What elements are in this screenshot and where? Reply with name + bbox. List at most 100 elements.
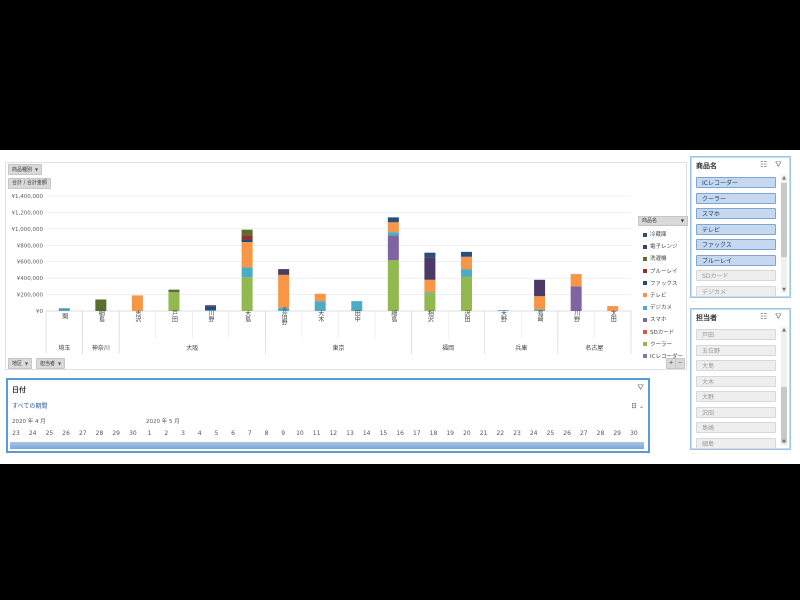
bar-segment[interactable] xyxy=(278,307,290,311)
timeline-day[interactable]: 23 xyxy=(513,430,521,437)
bar-segment[interactable] xyxy=(460,276,472,312)
bar-segment[interactable] xyxy=(460,251,472,257)
bar-segment[interactable] xyxy=(241,277,253,311)
scroll-thumb[interactable] xyxy=(781,387,787,443)
timeline-day[interactable]: 10 xyxy=(296,430,304,437)
bar-segment[interactable] xyxy=(205,310,217,311)
bar-segment[interactable] xyxy=(168,292,180,311)
slicer-item[interactable]: 細島 xyxy=(696,437,776,449)
slicer-scrollbar[interactable]: ▲ ▼ xyxy=(781,327,787,445)
bar-segment[interactable] xyxy=(351,301,363,311)
bar-segment[interactable] xyxy=(424,252,436,258)
multi-select-icon[interactable]: ☷ xyxy=(760,160,768,169)
timeline-unit-selector[interactable]: 日 ⌄ xyxy=(631,401,644,410)
timeline-day[interactable]: 22 xyxy=(496,430,505,437)
bar-segment[interactable] xyxy=(424,279,436,293)
bar-segment[interactable] xyxy=(314,301,326,311)
timeline-day[interactable]: 25 xyxy=(546,430,555,437)
timeline-day[interactable]: 3 xyxy=(181,430,185,437)
bar-segment[interactable] xyxy=(205,306,217,311)
slicer-item[interactable]: テレビ xyxy=(696,223,776,235)
timeline-day[interactable]: 12 xyxy=(329,430,338,437)
row-field-button[interactable]: 商品種別 ▼ xyxy=(8,164,43,175)
timeline-day[interactable]: 13 xyxy=(346,430,354,437)
bar-segment[interactable] xyxy=(241,235,253,240)
timeline-day[interactable]: 18 xyxy=(429,430,438,437)
slicer-item[interactable]: 大野 xyxy=(696,391,776,402)
bar-segment[interactable] xyxy=(58,309,70,311)
slicer-item[interactable]: 沢田 xyxy=(696,406,776,418)
bar-segment[interactable] xyxy=(278,269,290,275)
bar-segment[interactable] xyxy=(241,239,253,242)
value-field-button[interactable]: 合計 / 合計金額 xyxy=(8,178,51,189)
slicer-item[interactable]: SDカード xyxy=(696,270,776,281)
slicer-item[interactable]: ブルーレイ xyxy=(696,254,776,266)
slicer-item[interactable]: 戸田 xyxy=(696,329,776,340)
scroll-down-icon[interactable]: ▼ xyxy=(782,439,786,445)
bar-segment[interactable] xyxy=(534,296,546,310)
clear-filter-icon[interactable]: ⛛ xyxy=(775,160,782,169)
bar-segment[interactable] xyxy=(387,232,399,236)
timeline-day[interactable]: 4 xyxy=(197,430,202,437)
slicer-item[interactable]: 大木 xyxy=(696,375,776,387)
timeline-day[interactable]: 11 xyxy=(312,430,321,437)
bar-segment[interactable] xyxy=(131,295,143,311)
timeline-day[interactable]: 26 xyxy=(62,430,70,437)
bar-segment[interactable] xyxy=(497,310,509,311)
timeline-day[interactable]: 5 xyxy=(214,430,219,437)
bar-segment[interactable] xyxy=(278,274,290,308)
slicer-item[interactable]: ICレコーダー xyxy=(696,177,776,188)
multi-select-icon[interactable]: ☷ xyxy=(760,312,768,321)
slicer-scrollbar[interactable]: ▲ ▼ xyxy=(781,175,787,293)
scroll-down-icon[interactable]: ▼ xyxy=(782,287,786,293)
bar-segment[interactable] xyxy=(387,222,399,233)
scroll-thumb[interactable] xyxy=(781,183,787,257)
bar-segment[interactable] xyxy=(460,256,472,270)
timeline-day[interactable]: 19 xyxy=(446,430,454,437)
timeline-day[interactable]: 1 xyxy=(147,430,152,437)
timeline-day[interactable]: 17 xyxy=(412,430,421,437)
timeline-day[interactable]: 7 xyxy=(247,430,252,437)
staff-field-button[interactable]: 担当者 ▼ xyxy=(36,358,66,369)
bar-segment[interactable] xyxy=(387,217,399,223)
bar-segment[interactable] xyxy=(387,260,399,311)
bar-segment[interactable] xyxy=(570,274,582,287)
timeline-day[interactable]: 16 xyxy=(396,430,404,437)
timeline-day[interactable]: 20 xyxy=(463,430,471,437)
timeline-day[interactable]: 9 xyxy=(281,430,286,437)
slicer-item[interactable]: スマホ xyxy=(696,208,776,219)
timeline-day[interactable]: 21 xyxy=(479,430,488,437)
timeline-day[interactable]: 25 xyxy=(45,430,54,437)
bar-segment[interactable] xyxy=(205,305,217,307)
slicer-item[interactable]: デジカメ xyxy=(696,285,776,297)
scroll-up-icon[interactable]: ▲ xyxy=(782,175,786,181)
timeline-day[interactable]: 2 xyxy=(164,430,169,437)
clear-filter-icon[interactable]: ⛛ xyxy=(637,383,644,392)
clear-filter-icon[interactable]: ⛛ xyxy=(775,312,782,321)
bar-segment[interactable] xyxy=(424,292,436,293)
collapse-button[interactable]: − xyxy=(675,358,686,369)
timeline-day[interactable]: 29 xyxy=(613,430,621,437)
timeline-day[interactable]: 6 xyxy=(231,430,235,437)
bar-segment[interactable] xyxy=(534,309,546,311)
timeline-day[interactable]: 26 xyxy=(563,430,571,437)
bar-segment[interactable] xyxy=(314,293,326,302)
bar-segment[interactable] xyxy=(424,257,436,280)
slicer-item[interactable]: 五位野 xyxy=(696,344,776,356)
timeline-day[interactable]: 28 xyxy=(596,430,605,437)
bar-segment[interactable] xyxy=(607,306,619,311)
bar-segment[interactable] xyxy=(460,269,472,277)
timeline-day[interactable]: 30 xyxy=(129,430,137,437)
bar-segment[interactable] xyxy=(387,235,399,261)
timeline-range-bar[interactable] xyxy=(10,442,644,449)
timeline-day[interactable]: 15 xyxy=(379,430,388,437)
bar-segment[interactable] xyxy=(58,308,70,310)
timeline-day[interactable]: 27 xyxy=(78,430,87,437)
timeline-day[interactable]: 24 xyxy=(28,430,37,437)
legend-field-button[interactable]: 商品名 ▼ xyxy=(638,216,688,226)
bar-segment[interactable] xyxy=(424,292,436,311)
bar-segment[interactable] xyxy=(241,267,253,278)
bar-segment[interactable] xyxy=(95,299,107,312)
bar-segment[interactable] xyxy=(534,279,546,297)
region-field-button[interactable]: 地区 ▼ xyxy=(8,358,33,369)
